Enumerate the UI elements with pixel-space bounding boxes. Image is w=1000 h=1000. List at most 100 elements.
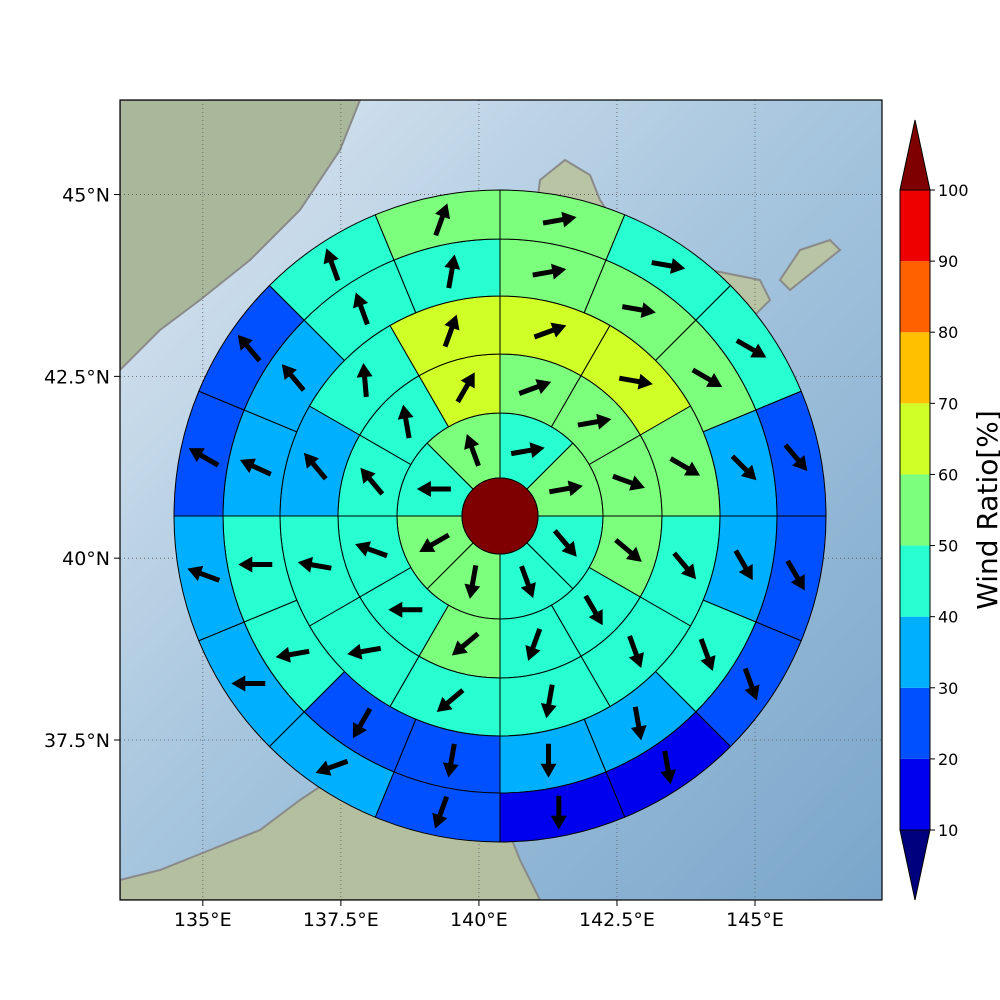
y-tick-label: 45°N: [62, 185, 110, 207]
wind-arrow: [464, 564, 481, 599]
wind-arrow: [281, 364, 306, 392]
wind-arrow: [614, 538, 642, 562]
colorbar-over-extension: [899, 119, 931, 191]
colorbar-bin: [900, 474, 930, 546]
wind-arrow: [519, 565, 536, 599]
x-tick-label: 142.5°E: [579, 909, 655, 931]
wind-arrow: [187, 565, 221, 583]
colorbar-bin: [900, 190, 930, 262]
plot-frame: [119, 99, 883, 901]
y-axis-ticks: 45°N 42.5°N 40°N 37.5°N: [44, 185, 120, 752]
x-tick-label: 145°E: [726, 909, 784, 931]
wind-arrow: [669, 456, 701, 476]
wind-arrow: [388, 601, 423, 618]
x-axis-ticks: 135°E 137.5°E 140°E 142.5°E 145°E: [174, 900, 784, 931]
wind-arrow: [630, 706, 647, 741]
wind-arrow: [451, 631, 480, 656]
y-tick-label: 37.5°N: [44, 730, 110, 752]
wind-arrow: [397, 404, 414, 439]
wind-arrow: [691, 367, 723, 387]
wind-arrow: [238, 556, 273, 573]
wind-arrow: [612, 473, 645, 491]
wind-arrow: [548, 480, 583, 497]
wind-arrow: [353, 292, 370, 326]
wind-arrow: [433, 203, 451, 237]
colorbar-under-extension: [899, 829, 931, 901]
colorbar-bin: [900, 403, 930, 475]
wind-arrow: [455, 372, 475, 404]
wind-arrow: [733, 549, 753, 581]
wind-arrow: [651, 258, 686, 274]
wind-arrow: [239, 458, 272, 477]
colorbar-tick-label: 70: [938, 394, 958, 413]
wind-arrow: [303, 452, 328, 481]
wind-arrow: [627, 635, 644, 668]
wind-arrow: [540, 743, 557, 778]
colorbar-bin: [900, 545, 930, 617]
colorbar-title: Wind Ratio[%]: [971, 410, 1000, 610]
colorbar-bin: [900, 332, 930, 404]
colorbar: 10 20 30 40 50 60 70 80 90 100: [899, 119, 969, 901]
wind-arrow: [436, 688, 465, 713]
wind-arrow: [533, 322, 567, 340]
wind-arrow: [237, 334, 262, 363]
wind-arrow: [618, 373, 653, 390]
colorbar-tick-label: 30: [938, 679, 958, 698]
wind-arrow: [315, 758, 349, 776]
x-tick-label: 137.5°E: [303, 909, 379, 931]
wind-arrow: [672, 551, 697, 580]
wind-arrow: [783, 443, 808, 471]
x-tick-label: 140°E: [450, 909, 508, 931]
wind-arrow: [742, 667, 760, 701]
colorbar-bin: [900, 687, 930, 759]
wind-arrow: [660, 750, 677, 785]
wind-arrow: [419, 532, 450, 552]
wind-arrow: [532, 263, 567, 280]
wind-arrows: [187, 203, 808, 830]
colorbar-tick-label: 100: [938, 181, 969, 200]
colorbar-tick-label: 80: [938, 323, 958, 342]
wind-arrow: [550, 795, 567, 830]
x-tick-label: 135°E: [174, 909, 232, 931]
wind-arrow: [347, 643, 382, 660]
wind-arrow: [355, 541, 388, 559]
wind-arrow: [698, 638, 716, 671]
wind-arrow: [785, 559, 805, 591]
y-tick-label: 42.5°N: [44, 366, 110, 388]
wind-arrow: [356, 363, 373, 398]
wind-arrow: [510, 442, 545, 459]
land-mainland-northwest: [120, 100, 362, 372]
colorbar-frame: [899, 189, 931, 831]
colorbar-tick-label: 50: [938, 537, 958, 556]
wind-arrow: [297, 556, 332, 573]
wind-arrow: [442, 743, 459, 778]
wind-arrow: [360, 467, 385, 496]
wind-arrow: [323, 248, 341, 282]
colorbar-bin: [900, 758, 930, 830]
wind-arrow: [552, 529, 577, 557]
wind-arrow: [444, 254, 461, 289]
wind-arrow: [525, 628, 543, 661]
center-marker: [461, 477, 539, 555]
wind-arrow: [442, 314, 460, 348]
wind-arrow: [542, 211, 577, 228]
y-tick-label: 40°N: [62, 548, 110, 570]
colorbar-tick-label: 20: [938, 750, 958, 769]
wind-arrow: [188, 448, 220, 468]
land-kuril: [778, 238, 842, 292]
wind-arrow: [730, 454, 757, 481]
wind-arrow: [231, 675, 266, 692]
wind-arrow: [540, 684, 557, 719]
wind-arrow: [621, 302, 656, 318]
colorbar-tick-label: 40: [938, 608, 958, 627]
wind-arrow: [275, 646, 310, 663]
wind-arrow: [464, 433, 481, 467]
colorbar-bin: [900, 261, 930, 333]
wind-arrow: [416, 481, 451, 498]
wind-arrow: [583, 594, 603, 626]
wind-arrow: [735, 338, 767, 358]
colorbar-tick-label: 60: [938, 465, 958, 484]
colorbar-tick-label: 90: [938, 252, 958, 271]
colorbar-bin: [900, 616, 930, 688]
